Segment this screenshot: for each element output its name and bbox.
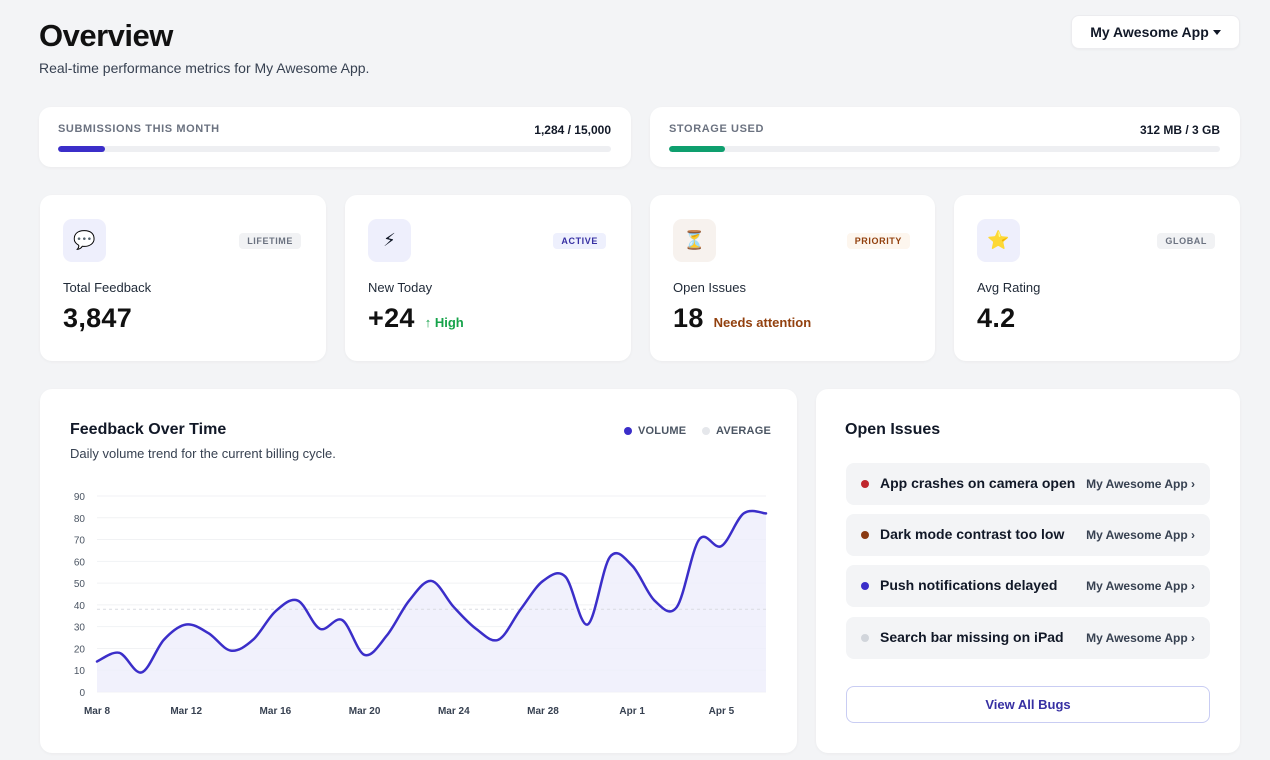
issue-status-dot [861, 582, 869, 590]
y-tick-label: 50 [74, 579, 86, 590]
x-tick-label: Mar 20 [349, 706, 381, 717]
stat-value-row: 18 Needs attention [673, 303, 811, 334]
x-tick-label: Mar 28 [527, 706, 559, 717]
legend-average[interactable]: AVERAGE [702, 425, 771, 437]
stat-label: New Today [368, 280, 433, 295]
storage-usage-card: STORAGE USED 312 MB / 3 GB [650, 107, 1240, 167]
issue-app-link[interactable]: My Awesome App › [1086, 579, 1195, 593]
submissions-usage-card: SUBMISSIONS THIS MONTH 1,284 / 15,000 [39, 107, 631, 167]
app-selector[interactable]: My Awesome App [1071, 15, 1240, 49]
speech-bubble-icon: 💬 [63, 219, 106, 262]
stat-card-total-feedback: 💬 LIFETIME Total Feedback 3,847 [40, 195, 326, 361]
issue-status-dot [861, 531, 869, 539]
issue-title: App crashes on camera open [880, 475, 1076, 491]
stat-label: Total Feedback [63, 280, 152, 295]
y-tick-label: 80 [74, 514, 86, 525]
chevron-down-icon [1212, 30, 1221, 35]
stat-badge: PRIORITY [846, 233, 910, 249]
stat-value: 3,847 [63, 303, 133, 333]
x-tick-label: Mar 12 [170, 706, 202, 717]
stat-label: Avg Rating [977, 280, 1041, 295]
issue-row[interactable]: Dark mode contrast too low My Awesome Ap… [846, 514, 1210, 556]
usage-progress-track [669, 146, 1220, 152]
legend-average-dot [702, 427, 710, 435]
page-subtitle: Real-time performance metrics for My Awe… [39, 60, 370, 76]
legend-volume[interactable]: VOLUME [624, 425, 686, 437]
stat-note: ↑ High [424, 315, 464, 330]
stat-value: +24 [368, 303, 415, 333]
volume-area [97, 511, 766, 692]
y-tick-label: 90 [74, 492, 86, 503]
stat-badge: GLOBAL [1157, 233, 1215, 249]
app-selector-label: My Awesome App [1090, 24, 1209, 40]
issue-status-dot [861, 634, 869, 642]
open-issues-card: Open Issues App crashes on camera open M… [816, 389, 1240, 753]
stat-value: 18 [673, 303, 704, 333]
star-icon: ⭐ [977, 219, 1020, 262]
stat-note: Needs attention [713, 315, 812, 330]
view-all-bugs-button[interactable]: View All Bugs [846, 686, 1210, 723]
x-tick-label: Mar 8 [84, 706, 111, 717]
legend-volume-label: VOLUME [638, 425, 687, 437]
issue-title: Push notifications delayed [880, 577, 1058, 593]
issue-app-link[interactable]: My Awesome App › [1086, 528, 1195, 542]
y-tick-label: 60 [74, 557, 86, 568]
legend-volume-dot [624, 427, 632, 435]
stat-badge: LIFETIME [239, 233, 301, 249]
y-tick-label: 70 [74, 536, 86, 547]
x-tick-label: Mar 16 [260, 706, 292, 717]
page-title: Overview [39, 18, 173, 53]
hourglass-icon: ⏳ [673, 219, 716, 262]
y-tick-label: 10 [74, 666, 86, 677]
stat-card-new-today: ⚡ ACTIVE New Today +24 ↑ High [345, 195, 631, 361]
stat-card-avg-rating: ⭐ GLOBAL Avg Rating 4.2 [954, 195, 1240, 361]
stat-value-row: +24 ↑ High [368, 303, 464, 334]
issue-title: Dark mode contrast too low [880, 526, 1065, 542]
x-tick-label: Mar 24 [438, 706, 470, 717]
stat-value-row: 4.2 [977, 303, 1025, 334]
issue-app-link[interactable]: My Awesome App › [1086, 631, 1195, 645]
issue-title: Search bar missing on iPad [880, 629, 1064, 645]
stat-value-row: 3,847 [63, 303, 142, 334]
stat-badge: ACTIVE [553, 233, 606, 249]
volume-series-line [95, 509, 768, 674]
stat-label: Open Issues [673, 280, 746, 295]
usage-progress-track [58, 146, 611, 152]
issue-app-link[interactable]: My Awesome App › [1086, 477, 1195, 491]
issue-row[interactable]: Search bar missing on iPad My Awesome Ap… [846, 617, 1210, 659]
y-tick-label: 40 [74, 601, 86, 612]
y-tick-label: 0 [79, 688, 85, 699]
y-tick-label: 20 [74, 644, 86, 655]
issue-status-dot [861, 480, 869, 488]
issue-row[interactable]: App crashes on camera open My Awesome Ap… [846, 463, 1210, 505]
lightning-icon: ⚡ [368, 219, 411, 262]
usage-value: 312 MB / 3 GB [1139, 123, 1220, 137]
x-tick-label: Apr 5 [709, 706, 735, 717]
usage-label: STORAGE USED [669, 123, 765, 135]
chart-subtitle: Daily volume trend for the current billi… [70, 446, 336, 461]
open-issues-title: Open Issues [845, 421, 941, 438]
x-tick-label: Apr 1 [619, 706, 645, 717]
y-tick-label: 30 [74, 623, 86, 634]
stat-value: 4.2 [977, 303, 1016, 333]
chart-title: Feedback Over Time [70, 421, 227, 438]
legend-average-label: AVERAGE [716, 425, 771, 437]
usage-value: 1,284 / 15,000 [534, 123, 611, 137]
usage-progress-fill [58, 146, 106, 152]
issue-row[interactable]: Push notifications delayed My Awesome Ap… [846, 565, 1210, 607]
usage-progress-fill [669, 146, 725, 152]
usage-label: SUBMISSIONS THIS MONTH [58, 123, 220, 135]
stat-card-open-issues: ⏳ PRIORITY Open Issues 18 Needs attentio… [650, 195, 935, 361]
